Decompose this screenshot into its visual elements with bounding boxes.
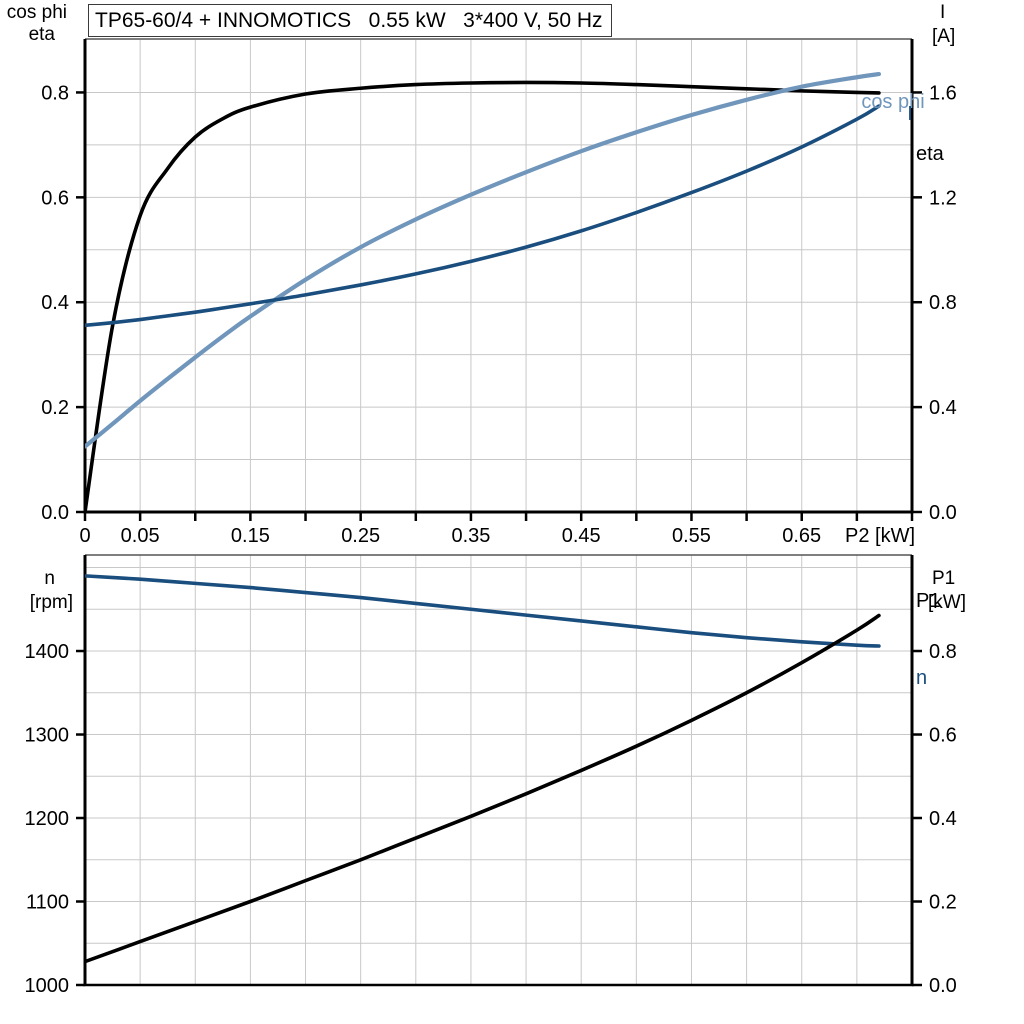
left-tick-label: 1300	[25, 725, 70, 747]
bottom-plot-area: 100011001200130014000.00.20.40.60.8n[rpm…	[25, 554, 966, 997]
right-tick-label: 0.8	[929, 292, 957, 314]
curve-label-cos-phi: cos phi	[861, 91, 924, 113]
x-tick-label: 0.05	[121, 525, 160, 547]
right-tick-label: 0.4	[929, 808, 957, 830]
top-curves	[85, 71, 882, 512]
chart-title-box: TP65-60/4 + INNOMOTICS 0.55 kW 3*400 V, …	[88, 4, 612, 37]
right-axis-title-line2: [kW]	[928, 592, 966, 613]
right-tick-label: 1.2	[929, 187, 957, 209]
right-tick-label: 0.0	[929, 975, 957, 997]
curve-P1	[85, 613, 881, 964]
left-tick-label: 0.4	[41, 292, 69, 314]
horizontal-gridlines	[85, 567, 912, 944]
right-tick-label: 0.0	[929, 502, 957, 524]
left-tick-label: 0.2	[41, 397, 69, 419]
curve-eta	[85, 80, 881, 512]
curve-label-p1: P1	[916, 590, 940, 612]
x-tick-label: 0	[79, 525, 90, 547]
plot-background	[85, 555, 912, 985]
right-tick-label: 1.6	[929, 82, 957, 104]
curve-label-eta: eta	[916, 143, 945, 165]
curve-label-speed: n	[916, 667, 927, 689]
right-tick-label: 0.2	[929, 892, 957, 914]
bottom-curves	[85, 574, 881, 964]
right-axis-title-line1: P1	[932, 568, 955, 589]
x-tick-label: 0.35	[451, 525, 490, 547]
curve-cos-phi	[85, 71, 882, 449]
curve-n	[85, 574, 881, 648]
left-tick-label: 0.6	[41, 187, 69, 209]
right-tick-label: 0.4	[929, 397, 957, 419]
right-axis-title-line2: [A]	[932, 26, 955, 47]
left-axis-title-line2: [rpm]	[30, 592, 73, 613]
chart-title: TP65-60/4 + INNOMOTICS 0.55 kW 3*400 V, …	[95, 8, 603, 32]
left-tick-label: 1000	[25, 975, 70, 997]
x-tick-label: 0.25	[341, 525, 380, 547]
curve-label-current: I	[907, 103, 913, 125]
x-tick-label: 0.65	[782, 525, 821, 547]
curve-I	[85, 104, 881, 328]
left-axis-title-line1: cos phi	[7, 2, 67, 23]
left-axis-title-line1: n	[44, 568, 55, 589]
plot-background	[85, 40, 912, 512]
right-tick-label: 0.6	[929, 725, 957, 747]
right-tick-label: 0.8	[929, 641, 957, 663]
top-chart: 0.0 0.2 0.4 0.6 0.8 0.0 0.4 0.8 1.2 1.6 0 0.05 0.15 0…	[7, 2, 957, 547]
left-axis-title-line2: eta	[29, 24, 56, 45]
vertical-gridlines	[139, 40, 913, 512]
x-tick-label: 0.55	[672, 525, 711, 547]
left-tick-label: 1200	[25, 808, 70, 830]
left-tick-label: 1100	[26, 892, 69, 914]
bottom-chart: 100011001200130014000.00.20.40.60.8n[rpm…	[25, 554, 966, 997]
x-tick-label: 0.45	[562, 525, 601, 547]
left-tick-label: 0.0	[41, 502, 69, 524]
left-tick-label: 0.8	[41, 82, 69, 104]
left-tick-label: 1400	[25, 641, 70, 663]
top-plot-area: 0.0 0.2 0.4 0.6 0.8 0.0 0.4 0.8 1.2 1.6 0 0.05 0.15 0…	[7, 2, 957, 547]
right-axis-title-line1: I	[940, 2, 945, 23]
x-axis-title: P2 [kW]	[845, 525, 915, 547]
x-tick-label: 0.15	[231, 525, 270, 547]
